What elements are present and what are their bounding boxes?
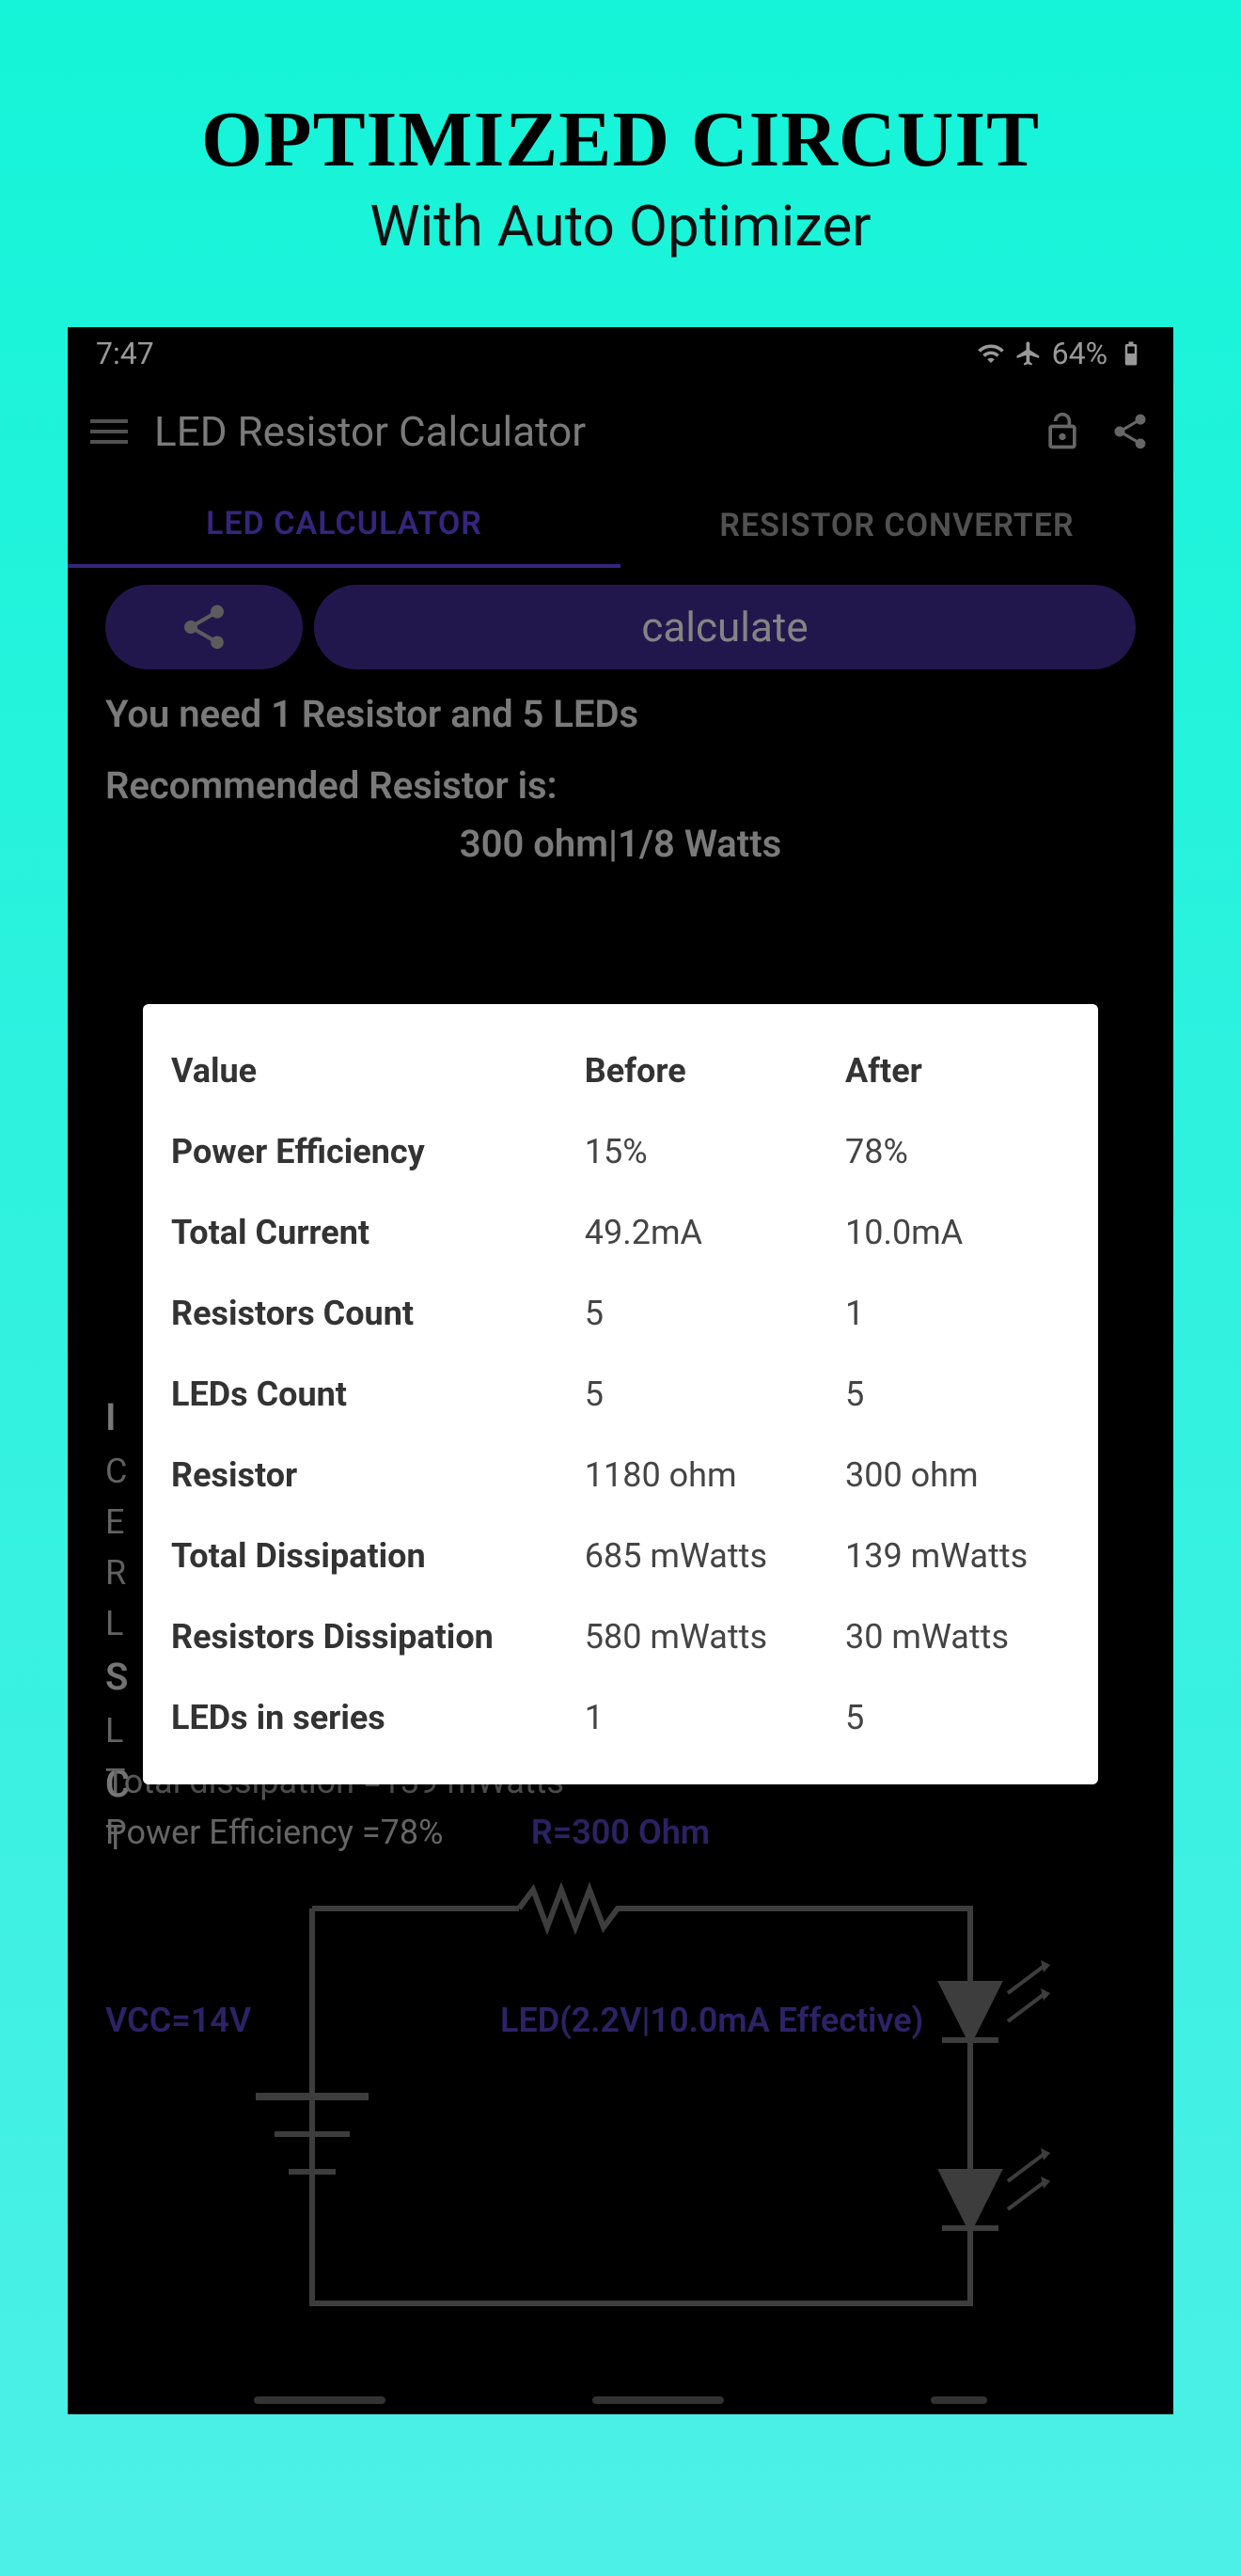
table-row: Total Dissipation 685 mWatts 139 mWatts	[162, 1516, 1079, 1596]
nav-home[interactable]	[592, 2396, 724, 2404]
tab-bar: LED CALCULATOR RESISTOR CONVERTER	[68, 483, 1173, 568]
circuit-vcc-label: VCC=14V	[105, 2001, 251, 2040]
table-cell: Resistors Count	[171, 1294, 585, 1333]
battery-icon	[1117, 339, 1145, 368]
table-cell: 5	[585, 1374, 845, 1414]
result-line1: You need 1 Resistor and 5 LEDs	[68, 679, 1173, 750]
table-cell: LEDs in series	[171, 1698, 585, 1737]
result-line2: Recommended Resistor is:	[68, 750, 1173, 822]
table-row: Power Efficiency 15% 78%	[162, 1111, 1079, 1192]
result-value: 300 ohm|1/8 Watts	[68, 822, 1173, 885]
table-row: Total Current 49.2mA 10.0mA	[162, 1192, 1079, 1273]
battery-percent: 64%	[1052, 336, 1107, 371]
promo-title: OPTIMIZED CIRCUIT	[0, 94, 1241, 185]
table-cell: LEDs Count	[171, 1374, 585, 1414]
table-row: Resistors Count 5 1	[162, 1273, 1079, 1354]
nav-back[interactable]	[931, 2396, 987, 2404]
app-header: LED Resistor Calculator	[68, 380, 1173, 483]
table-cell: 1	[585, 1698, 845, 1737]
table-header-value: Value	[171, 1051, 585, 1091]
share-icon[interactable]	[1109, 411, 1151, 452]
circuit-svg	[105, 1852, 1136, 2379]
table-cell: 1180 ohm	[585, 1455, 845, 1495]
table-cell: 5	[585, 1294, 845, 1333]
airplane-icon	[1014, 339, 1043, 368]
promo-subtitle: With Auto Optimizer	[0, 193, 1241, 259]
android-nav-bar	[68, 2386, 1173, 2414]
table-header-before: Before	[585, 1051, 845, 1091]
share-icon	[178, 601, 230, 653]
table-cell: 300 ohm	[845, 1455, 1070, 1495]
table-header-after: After	[845, 1051, 1070, 1091]
tab-resistor-converter[interactable]: RESISTOR CONVERTER	[620, 483, 1173, 568]
table-row: LEDs in series 1 5	[162, 1677, 1079, 1758]
table-header-row: Value Before After	[162, 1030, 1079, 1111]
tab-led-calculator[interactable]: LED CALCULATOR	[68, 483, 620, 568]
app-title: LED Resistor Calculator	[154, 407, 1015, 456]
table-cell: 10.0mA	[845, 1213, 1070, 1252]
table-cell: 685 mWatts	[585, 1536, 845, 1576]
nav-recent[interactable]	[254, 2396, 385, 2404]
table-row: Resistor 1180 ohm 300 ohm	[162, 1435, 1079, 1516]
table-cell: Resistor	[171, 1455, 585, 1495]
menu-icon[interactable]	[90, 413, 128, 450]
table-cell: 30 mWatts	[845, 1617, 1070, 1657]
optimization-table-popup: Value Before After Power Efficiency 15% …	[143, 1004, 1098, 1784]
circuit-r-label: R=300 Ohm	[105, 1813, 1136, 1852]
phone-frame: 7:47 64% LED Resistor Calculator LED CAL…	[68, 327, 1173, 2414]
status-time: 7:47	[96, 336, 154, 371]
table-cell: Power Efficiency	[171, 1132, 585, 1171]
calculate-button[interactable]: calculate	[314, 585, 1136, 669]
table-cell: Total Current	[171, 1213, 585, 1252]
table-cell: 1	[845, 1294, 1070, 1333]
table-cell: Total Dissipation	[171, 1536, 585, 1576]
wifi-icon	[977, 339, 1005, 368]
table-cell: 78%	[845, 1132, 1070, 1171]
action-row: calculate	[68, 568, 1173, 679]
circuit-led-label: LED(2.2V|10.0mA Effective)	[500, 2001, 923, 2040]
status-right: 64%	[977, 336, 1145, 371]
table-cell: 5	[845, 1698, 1070, 1737]
table-cell: 5	[845, 1374, 1070, 1414]
table-cell: 580 mWatts	[585, 1617, 845, 1657]
table-cell: 49.2mA	[585, 1213, 845, 1252]
status-bar: 7:47 64%	[68, 327, 1173, 380]
table-row: LEDs Count 5 5	[162, 1354, 1079, 1435]
lock-open-icon[interactable]	[1042, 411, 1083, 452]
table-cell: 139 mWatts	[845, 1536, 1070, 1576]
share-button[interactable]	[105, 585, 303, 669]
table-cell: Resistors Dissipation	[171, 1617, 585, 1657]
table-cell: 15%	[585, 1132, 845, 1171]
circuit-diagram: R=300 Ohm	[68, 1813, 1173, 2382]
table-row: Resistors Dissipation 580 mWatts 30 mWat…	[162, 1596, 1079, 1677]
